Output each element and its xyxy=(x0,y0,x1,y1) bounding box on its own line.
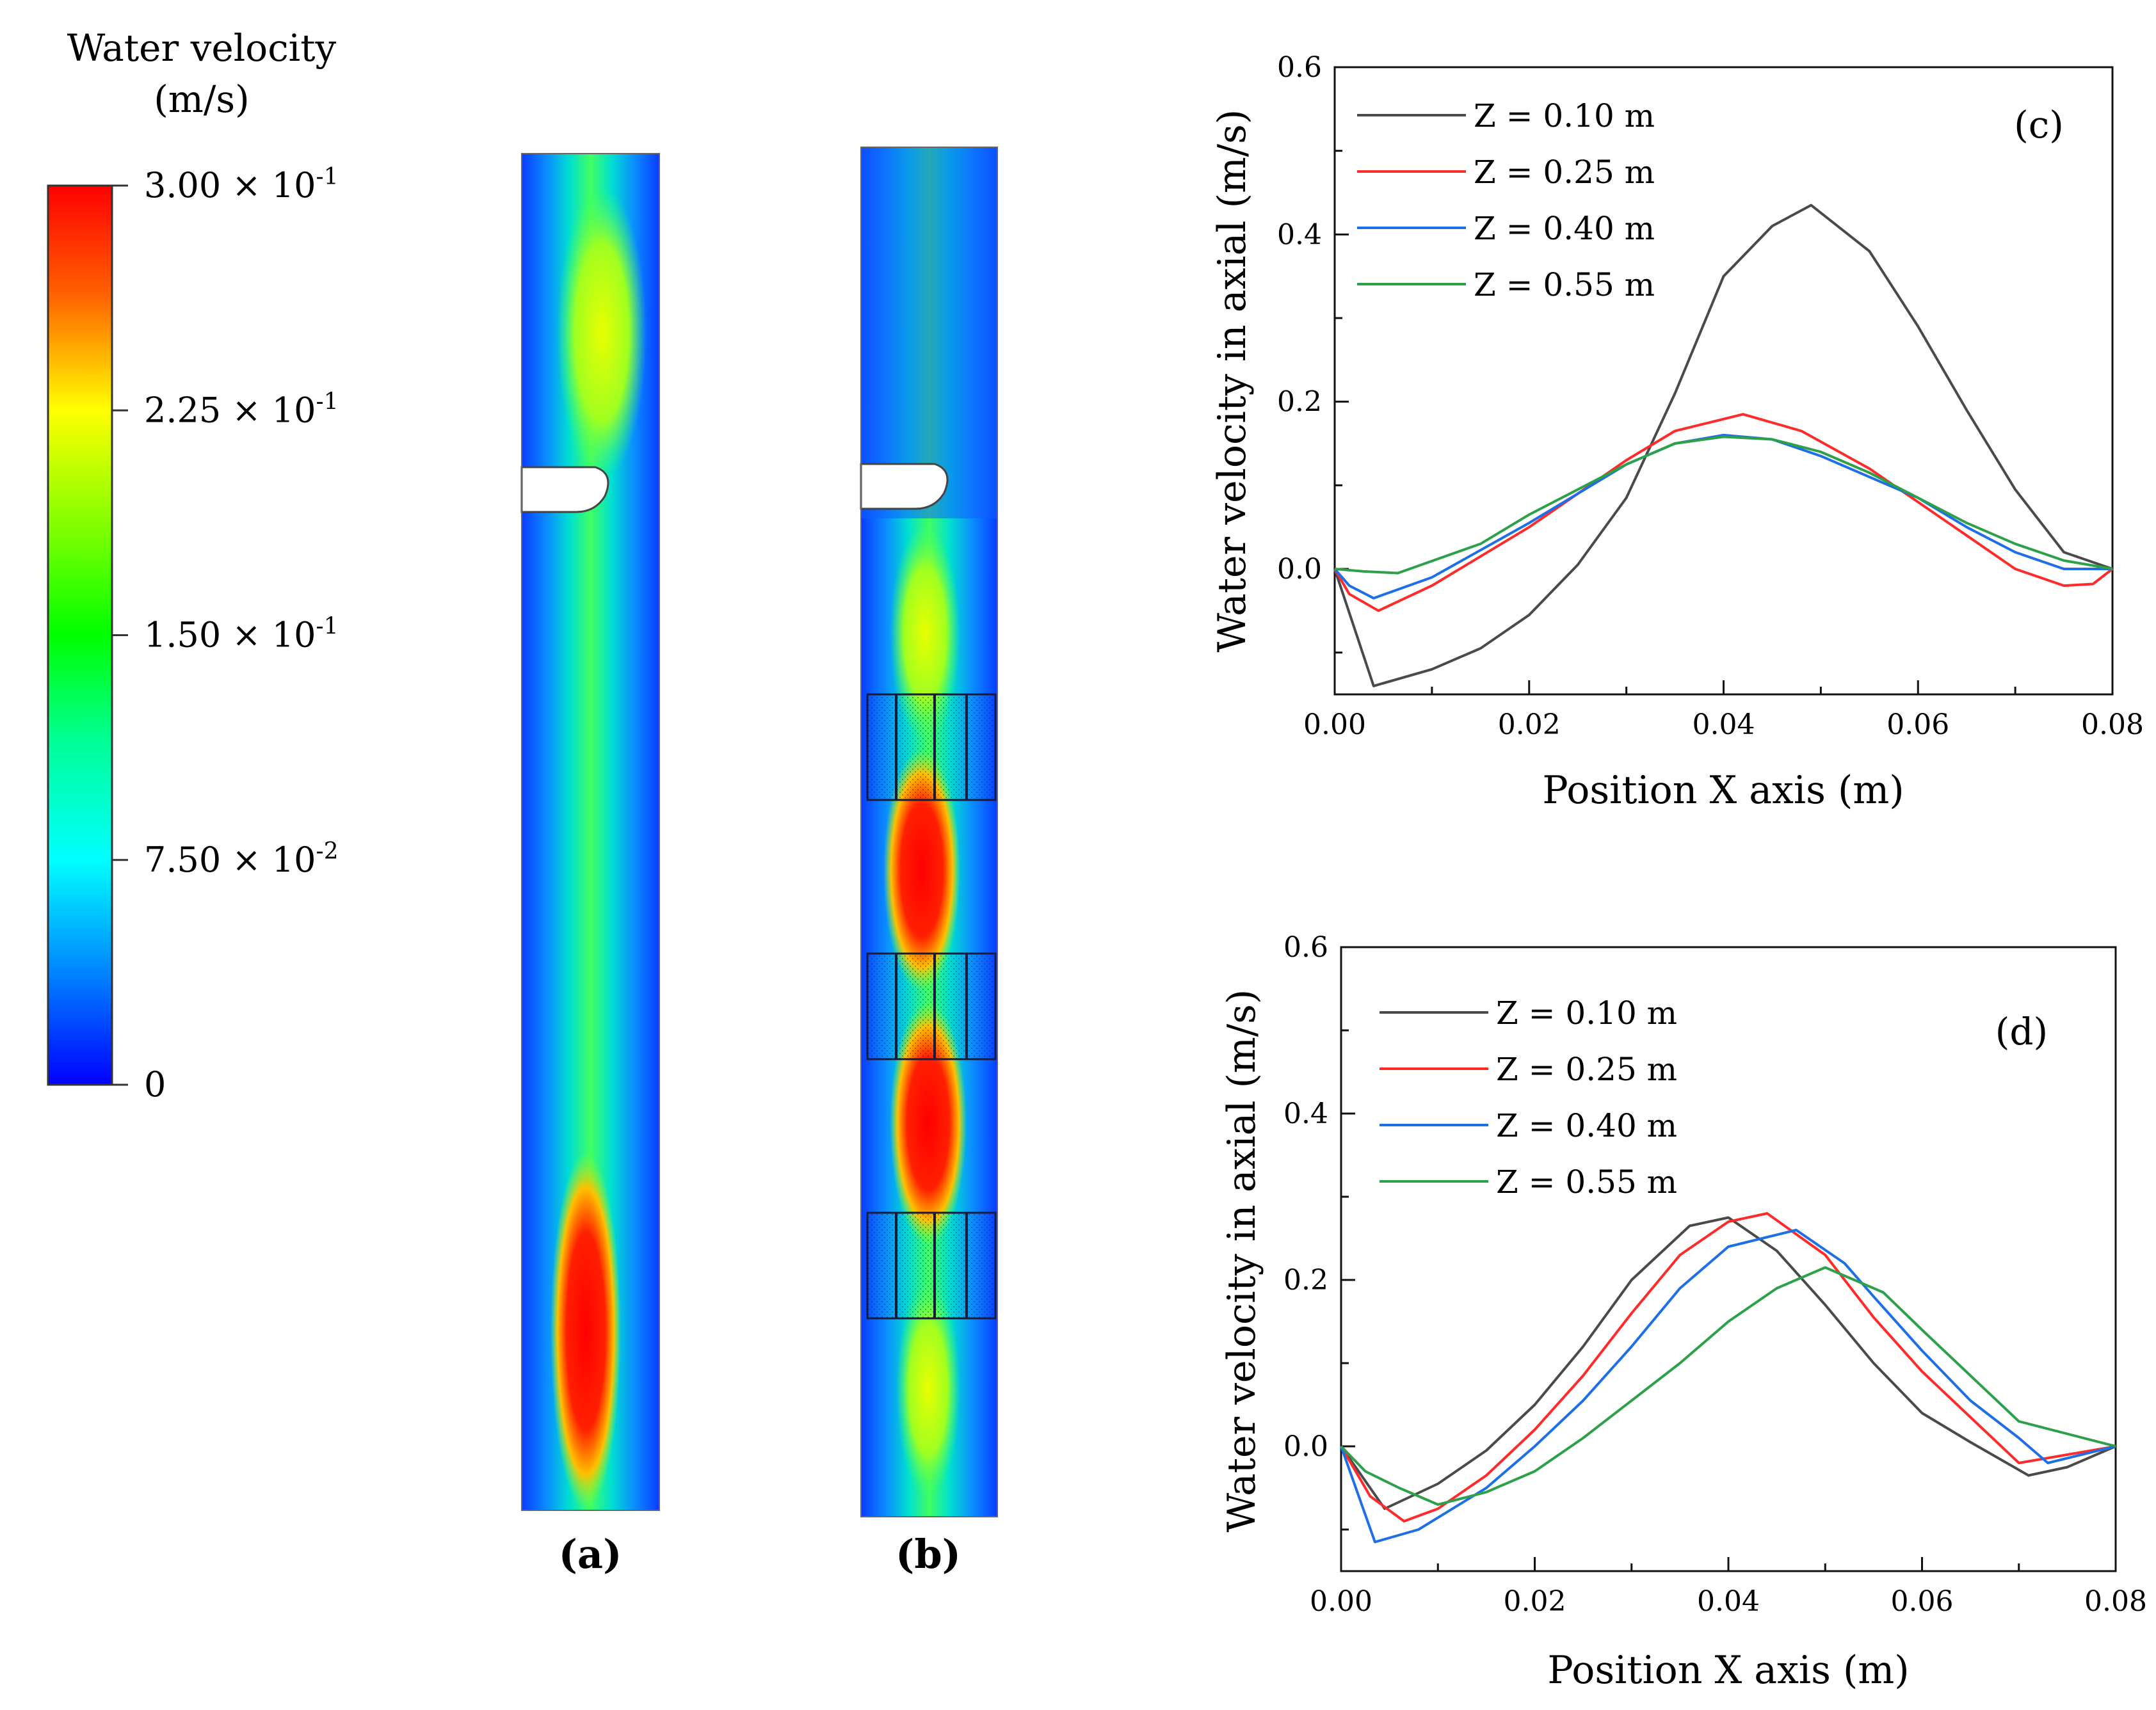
chart-c-ylabel: Water velocity in axial (m/s) xyxy=(1210,109,1255,653)
chart-d-panel-label: (d) xyxy=(1995,1010,2048,1053)
x-tick-label: 0.06 xyxy=(1891,1585,1954,1618)
series-line-3 xyxy=(1340,1229,2116,1544)
colorbar-tick-label: 3.00 × 10-1 xyxy=(144,164,339,206)
colorbar-tick-label: 7.50 × 10-2 xyxy=(144,838,339,880)
y-tick-label: 0.6 xyxy=(1283,931,1328,964)
contour-b-jet-1 xyxy=(890,525,960,742)
contour-a-label: (a) xyxy=(559,1531,622,1578)
colorbar-tick-exponent: -1 xyxy=(316,388,339,415)
x-tick-label: 0.04 xyxy=(1693,708,1755,741)
legend-label-2: Z = 0.25 m xyxy=(1474,154,1655,191)
chart-c-xlabel: Position X axis (m) xyxy=(1542,768,1904,813)
series-line-1 xyxy=(1333,204,2113,687)
chart-d-ylabel: Water velocity in axial (m/s) xyxy=(1219,989,1264,1533)
colorbar-tick-exponent: -1 xyxy=(316,164,339,190)
y-tick-label: 0.4 xyxy=(1283,1098,1328,1130)
legend-label-3: Z = 0.40 m xyxy=(1474,210,1655,247)
colorbar-title-line2: (m/s) xyxy=(154,77,250,121)
colorbar-tick-label: 2.25 × 10-1 xyxy=(144,388,339,431)
y-tick-label: 0.6 xyxy=(1277,51,1322,84)
contour-b-jet-4 xyxy=(896,1280,960,1498)
packing-block-3 xyxy=(866,1211,997,1320)
x-tick-label: 0.02 xyxy=(1504,1585,1566,1618)
x-tick-label: 0.00 xyxy=(1310,1585,1372,1618)
y-tick-label: 0.2 xyxy=(1277,386,1322,419)
legend-label-2: Z = 0.25 m xyxy=(1496,1051,1677,1088)
x-tick-label: 0.04 xyxy=(1697,1585,1760,1618)
y-tick-label: 0.0 xyxy=(1277,553,1322,586)
contour-a-inlet-nozzle xyxy=(520,466,609,513)
y-tick-label: 0.4 xyxy=(1277,218,1322,251)
x-tick-label: 0.00 xyxy=(1303,708,1366,741)
colorbar-tick-label: 0 xyxy=(144,1064,166,1105)
legend-label-3: Z = 0.40 m xyxy=(1496,1107,1677,1144)
contour-a: (a) xyxy=(520,153,660,1578)
chart-c-panel-label: (c) xyxy=(2014,103,2064,147)
contour-b-label: (b) xyxy=(896,1531,961,1578)
chart-d: 0.00 0.02 0.04 0.06 0.08 0.0 0.2 0.4 0.6 Z = 0.1… xyxy=(1219,931,2147,1693)
colorbar-tick-exponent: -2 xyxy=(316,838,339,864)
x-tick-label: 0.08 xyxy=(2081,708,2144,741)
legend-label-4: Z = 0.55 m xyxy=(1474,266,1655,303)
contour-a-hot-core xyxy=(551,1152,621,1510)
contour-b-border xyxy=(860,147,998,1517)
contour-b-upper-region xyxy=(861,147,997,518)
contour-b-packing-blocks xyxy=(866,693,997,1320)
series-line-2 xyxy=(1340,1212,2116,1522)
chart-d-xlabel: Position X axis (m) xyxy=(1547,1648,1909,1693)
colorbar-ticks: 3.00 × 10-1 2.25 × 10-1 1.50 × 10-1 7.50 × … xyxy=(112,164,339,1105)
colorbar-tick-label: 1.50 × 10-1 xyxy=(144,613,339,655)
contour-b-jet-3 xyxy=(890,1002,967,1245)
chart-c-series xyxy=(1333,204,2114,687)
series-line-2 xyxy=(1333,413,2114,612)
contour-a-border xyxy=(521,153,660,1511)
colorbar: Water velocity (m/s) 3.00 × 10-1 2.25 × 1… xyxy=(47,26,339,1105)
legend-label-4: Z = 0.55 m xyxy=(1496,1163,1677,1201)
x-tick-label: 0.02 xyxy=(1498,708,1561,741)
chart-c-plot-frame xyxy=(1333,66,2114,696)
y-tick-label: 0.0 xyxy=(1283,1430,1328,1463)
chart-c: 0.00 0.02 0.04 0.06 0.08 0.0 0.2 0.4 0.6 Z = 0.1… xyxy=(1210,51,2144,813)
legend-label-1: Z = 0.10 m xyxy=(1474,97,1655,134)
contour-b: (b) xyxy=(860,147,998,1578)
chart-c-ticks: 0.00 0.02 0.04 0.06 0.08 0.0 0.2 0.4 0.6 xyxy=(1277,51,2144,741)
series-line-4 xyxy=(1334,435,2113,575)
contour-b-jet-2 xyxy=(883,749,960,992)
packing-block-1 xyxy=(866,693,997,801)
legend-label-1: Z = 0.10 m xyxy=(1496,995,1677,1032)
colorbar-gradient xyxy=(47,184,113,1086)
chart-d-ticks: 0.00 0.02 0.04 0.06 0.08 0.0 0.2 0.4 0.6 xyxy=(1283,931,2147,1618)
chart-d-series xyxy=(1340,1212,2116,1544)
contour-b-inlet-nozzle xyxy=(860,463,949,510)
x-tick-label: 0.08 xyxy=(2084,1585,2147,1618)
packing-block-2 xyxy=(866,952,997,1060)
colorbar-title-line1: Water velocity xyxy=(67,26,337,70)
series-line-4 xyxy=(1340,1266,2116,1506)
y-tick-label: 0.2 xyxy=(1283,1264,1328,1297)
chart-d-legend: Z = 0.10 m Z = 0.25 m Z = 0.40 m Z = 0.55 m xyxy=(1380,995,1677,1201)
x-tick-label: 0.06 xyxy=(1886,708,1949,741)
series-line-1 xyxy=(1340,1216,2116,1510)
contour-a-upper-jet xyxy=(557,186,647,480)
colorbar-tick-exponent: -1 xyxy=(316,613,339,639)
chart-c-legend: Z = 0.10 m Z = 0.25 m Z = 0.40 m Z = 0.55 m xyxy=(1357,97,1655,303)
